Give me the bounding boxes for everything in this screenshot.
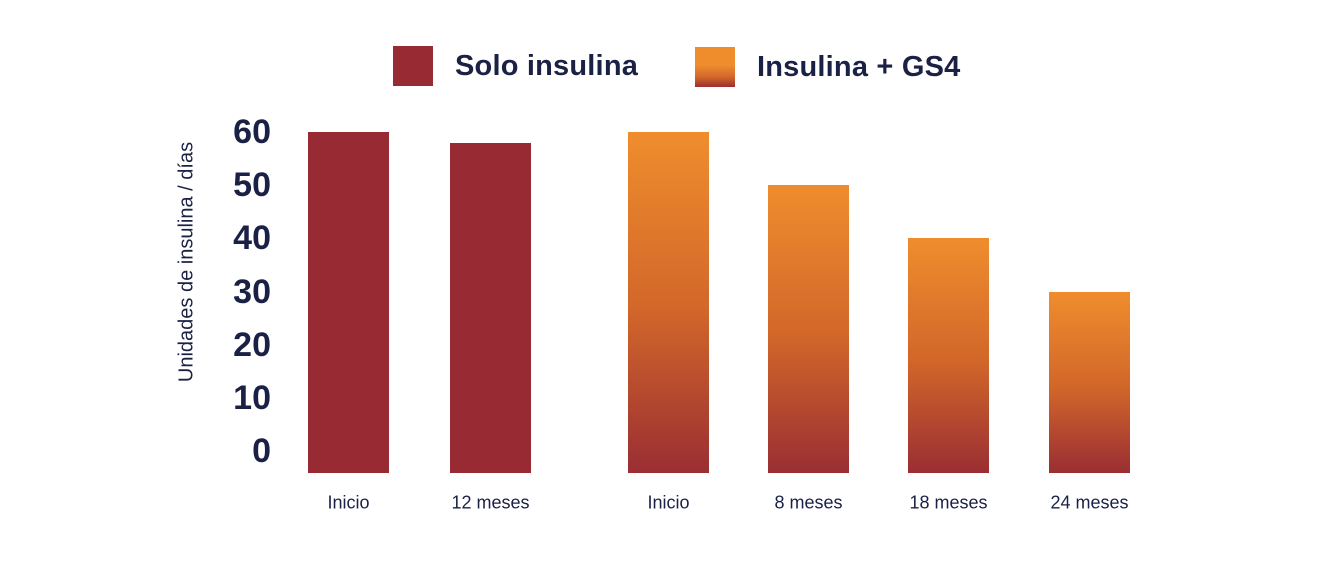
legend-swatch-insulina-gs4 (695, 47, 735, 87)
y-tick-30: 30 (233, 272, 271, 311)
bar-insulina-gs4-24-meses (1049, 291, 1130, 473)
x-tick-label-insulina-gs4-inicio: Inicio (647, 492, 690, 513)
bar-insulina-gs4-8-meses (768, 185, 849, 473)
y-tick-10: 10 (233, 378, 271, 417)
y-tick-50: 50 (233, 166, 271, 205)
y-tick-40: 40 (233, 219, 271, 258)
legend-label-insulina-gs4: Insulina + GS4 (757, 50, 961, 83)
y-tick-60: 60 (233, 113, 271, 151)
x-tick-label-insulina-gs4-24-meses: 24 meses (1050, 492, 1129, 513)
bar-insulina-gs4-inicio (628, 132, 709, 473)
y-tick-0: 0 (252, 432, 271, 470)
x-tick-label-insulina-gs4-8-meses: 8 meses (774, 492, 843, 513)
legend-item-solo-insulina: Solo insulina (393, 46, 638, 86)
x-tick-label-insulina-gs4-18-meses: 18 meses (909, 492, 988, 513)
legend-item-insulina-gs4: Insulina + GS4 (695, 47, 960, 87)
legend-swatch-solo-insulina (393, 46, 433, 86)
bar-insulina-gs4-18-meses (908, 238, 989, 473)
bar-solo-insulina-12-meses (450, 142, 531, 473)
x-tick-label-solo-insulina-12-meses: 12 meses (451, 492, 530, 513)
x-tick-label-solo-insulina-inicio: Inicio (327, 492, 370, 513)
legend-label-solo-insulina: Solo insulina (455, 49, 639, 82)
bar-solo-insulina-inicio (308, 132, 389, 473)
y-tick-20: 20 (233, 325, 271, 364)
